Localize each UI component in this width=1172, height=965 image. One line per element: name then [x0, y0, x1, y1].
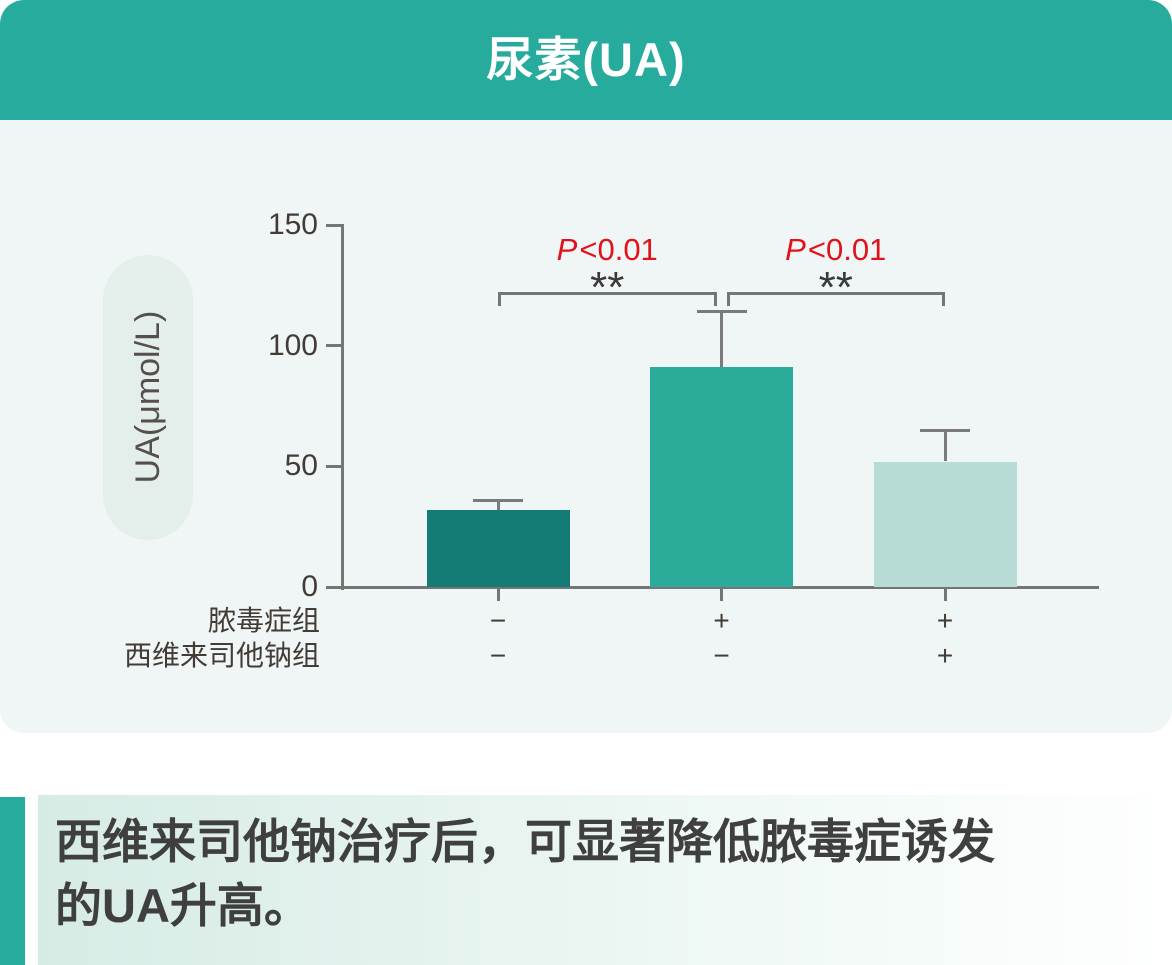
group-row-label: 脓毒症组 — [207, 605, 320, 636]
y-axis — [341, 225, 344, 590]
group-symbol: − — [489, 640, 507, 671]
caption-panel — [38, 795, 1172, 965]
group-row-label: 西维来司他钠组 — [123, 640, 320, 671]
error-bar-stem — [496, 500, 500, 510]
p-value-label: P<0.01 — [527, 234, 687, 266]
group-symbol: + — [713, 605, 730, 636]
x-tick — [943, 588, 947, 601]
y-tick-label: 50 — [284, 449, 318, 483]
y-tick-label: 100 — [267, 328, 318, 362]
y-axis-label-pill — [103, 255, 193, 540]
error-bar-stem — [720, 311, 723, 368]
page-title: 尿素(UA) — [486, 33, 686, 86]
x-tick — [720, 588, 723, 601]
bar — [650, 367, 793, 587]
y-tick — [326, 223, 344, 227]
p-variable: P — [556, 232, 578, 267]
caption-text: 西维来司他钠治疗后，可显著降低脓毒症诱发 的UA升高。 — [55, 810, 1165, 938]
p-variable: P — [785, 232, 806, 267]
caption-line-1: 西维来司他钠治疗后，可显著降低脓毒症诱发 — [55, 815, 995, 868]
plot-panel: UA(μmol/L) 0 50 100 150 ** P<0.01 ** P<0.01 脓毒症组… — [0, 120, 1172, 733]
bar — [873, 461, 1017, 587]
header-banner — [0, 0, 1172, 120]
y-tick — [326, 344, 344, 348]
significance-stars: ** — [818, 263, 853, 312]
significance-bracket — [498, 292, 717, 306]
x-tick — [496, 588, 500, 601]
x-axis — [326, 585, 1099, 589]
p-threshold: <0.01 — [807, 232, 887, 267]
caption-line-2: 的UA升高。 — [55, 879, 311, 932]
group-symbol: − — [713, 640, 730, 671]
y-tick-label: 150 — [267, 208, 318, 241]
y-tick-label: 0 — [301, 570, 318, 603]
group-symbol: + — [936, 640, 954, 671]
group-symbol: + — [936, 605, 954, 636]
y-tick — [326, 464, 344, 468]
caption-accent-bar — [0, 797, 25, 965]
significance-bracket — [726, 292, 945, 306]
error-bar-stem — [943, 430, 947, 462]
p-threshold: <0.01 — [579, 232, 658, 267]
bar — [426, 509, 570, 587]
significance-stars: ** — [590, 263, 625, 312]
y-axis-label: UA(μmol/L) — [129, 310, 167, 484]
p-value-label: P<0.01 — [756, 234, 916, 266]
group-symbol: − — [489, 605, 507, 636]
